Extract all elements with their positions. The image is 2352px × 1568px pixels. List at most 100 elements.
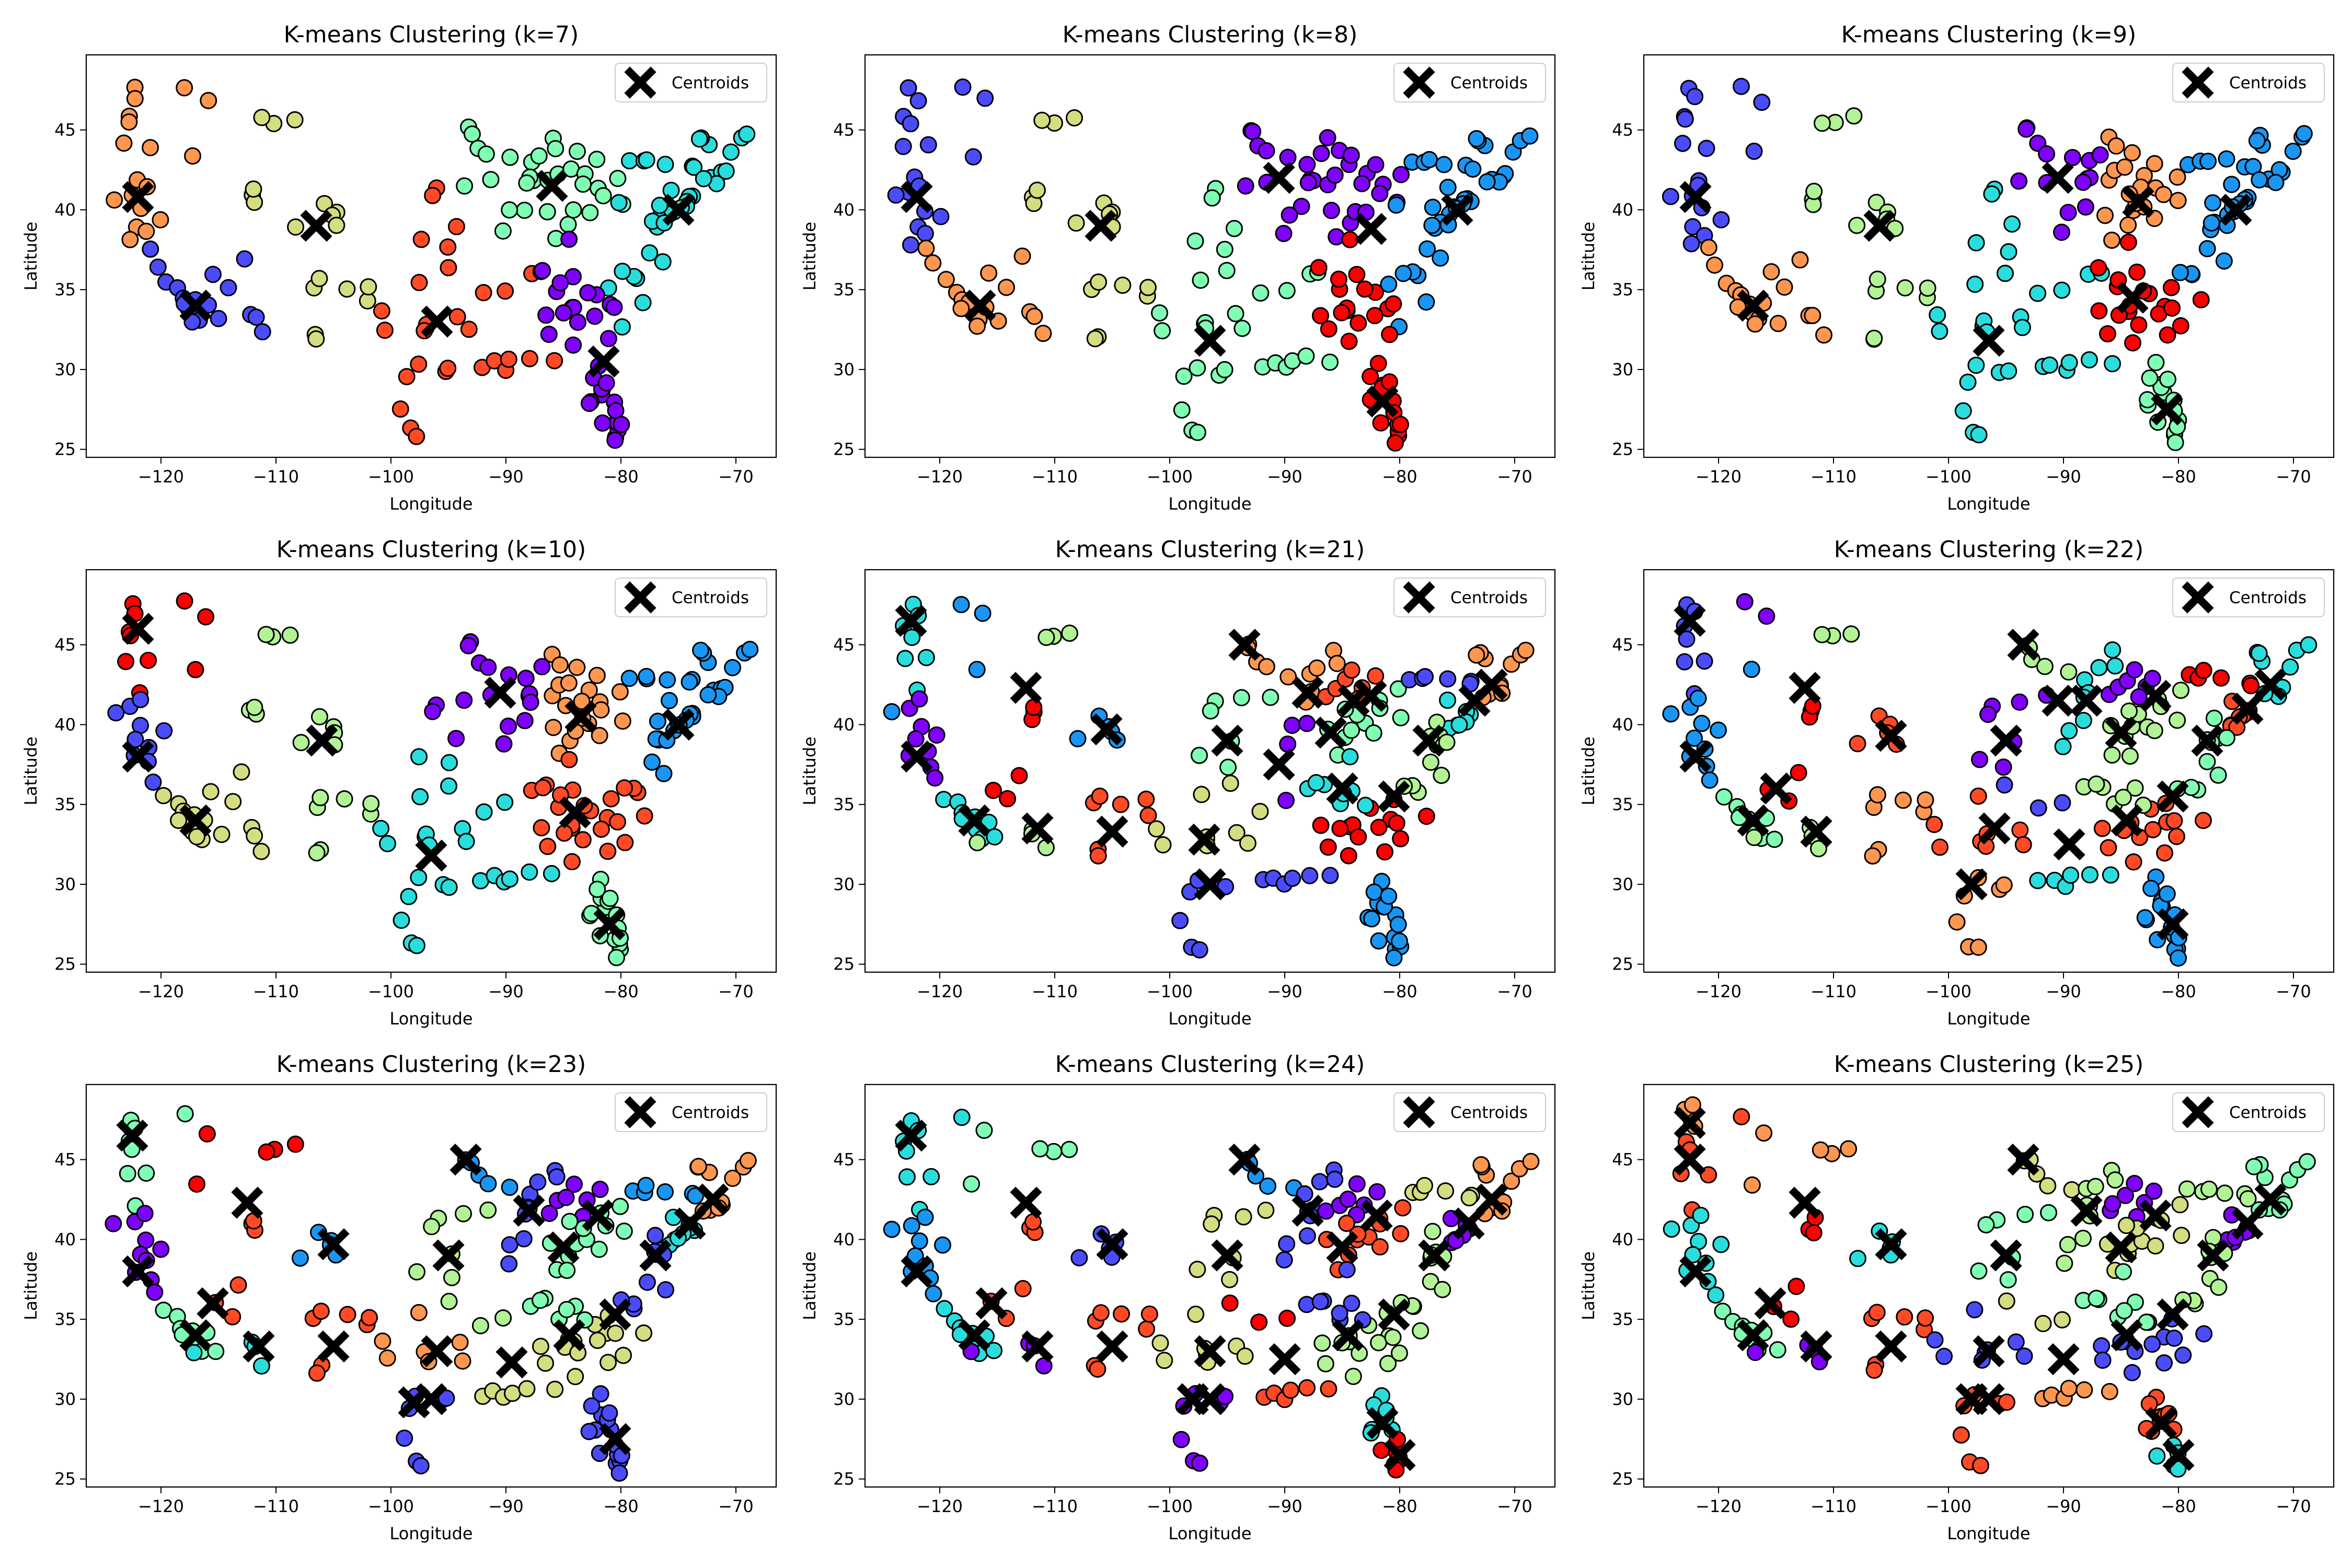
data-point [1151, 304, 1169, 322]
data-point [1684, 1096, 1701, 1114]
data-point [564, 336, 582, 354]
data-point [2223, 176, 2241, 193]
data-point [184, 147, 202, 165]
y-tick-label: 35 [1612, 794, 1633, 814]
x-tick-label: −80 [2161, 1496, 2196, 1516]
data-point [1239, 834, 1256, 852]
data-point [152, 1240, 170, 1258]
centroid-marker [2105, 717, 2137, 749]
data-point [2103, 746, 2121, 764]
centroid-marker [1990, 724, 2022, 757]
data-point [1191, 1454, 1208, 1472]
data-point [1376, 843, 1394, 861]
data-point [1299, 174, 1317, 191]
y-tick-label: 25 [54, 1469, 76, 1489]
x-tick-label: −90 [2046, 982, 2081, 1001]
data-point [1714, 1302, 1732, 1320]
data-point [928, 726, 946, 744]
data-point [588, 666, 606, 684]
centroid-marker [1194, 1383, 1226, 1415]
data-point [1390, 1344, 1408, 1362]
centroid-marker [1332, 1319, 1364, 1352]
legend: Centroids [2172, 578, 2325, 617]
data-point [1372, 414, 1390, 432]
data-point [1869, 270, 1886, 288]
legend: Centroids [1393, 578, 1546, 617]
data-point [2102, 866, 2119, 884]
chart-panel-4: K-means Clustering (k=10) −120 −110 −100 −90… [21, 536, 777, 1029]
data-point [722, 143, 740, 161]
data-point [136, 1205, 154, 1223]
data-point [638, 667, 655, 685]
data-point [537, 306, 555, 324]
data-point [545, 719, 562, 736]
data-point [200, 91, 217, 109]
data-point [932, 207, 950, 225]
data-point [2146, 722, 2163, 740]
data-point [518, 174, 536, 192]
data-point [1193, 786, 1210, 803]
data-point [1971, 751, 1989, 768]
chart-title: K-means Clustering (k=21) [1055, 536, 1365, 563]
x-axis-label: Longitude [389, 1009, 472, 1029]
data-point [2056, 1254, 2073, 1272]
data-point [291, 1249, 309, 1267]
data-point [410, 869, 428, 886]
data-point [2060, 354, 2078, 372]
data-point [1366, 307, 1383, 325]
centroid-marker [1096, 1228, 1128, 1261]
chart-panel-2: K-means Clustering (k=8) −120 −110 −100 −90 −… [800, 21, 1556, 514]
data-point [372, 820, 390, 837]
centroid-marker [901, 181, 933, 213]
data-point [2251, 171, 2268, 189]
data-point [551, 656, 569, 674]
data-point [1091, 787, 1109, 805]
data-point [376, 321, 394, 339]
data-point [1663, 1220, 1680, 1238]
data-point [115, 134, 133, 152]
data-point [1385, 295, 1402, 313]
centroid-marker [2220, 193, 2252, 226]
data-point [1284, 869, 1301, 887]
x-tick-label: −80 [603, 1496, 639, 1516]
data-point [137, 1164, 155, 1182]
data-point [149, 258, 167, 276]
data-point [883, 703, 901, 721]
data-point [1732, 77, 1750, 95]
data-point [2216, 1184, 2234, 1202]
centroid-marker [1292, 1194, 1324, 1227]
data-point [1297, 347, 1315, 365]
data-point [1437, 1182, 1455, 1200]
data-point [518, 1380, 536, 1398]
centroid-marker [2157, 1298, 2189, 1331]
data-point [440, 259, 457, 276]
data-point [1370, 932, 1388, 950]
data-point [568, 659, 586, 676]
x-tick-label: −70 [2276, 1496, 2311, 1516]
data-point [591, 1181, 609, 1198]
data-point [1148, 820, 1166, 838]
data-point [2159, 371, 2177, 388]
centroid-marker [495, 1346, 528, 1379]
data-point [287, 218, 305, 236]
data-point [1805, 182, 1823, 200]
data-point [558, 1261, 576, 1279]
data-point [602, 790, 620, 808]
data-point [501, 201, 518, 219]
data-point [699, 686, 717, 704]
centroid-marker [662, 193, 695, 226]
data-point [1279, 148, 1297, 166]
x-axis-label: Longitude [1168, 1524, 1251, 1543]
data-point [2117, 1217, 2135, 1235]
centroid-marker [2111, 804, 2143, 837]
chart-panel-5: K-means Clustering (k=21) −120 −110 −100 −90… [800, 536, 1556, 1029]
data-point [396, 1429, 413, 1447]
data-point [1278, 1235, 1296, 1253]
data-point [2194, 812, 2212, 829]
centroid-marker [1355, 679, 1387, 712]
data-point [1203, 1215, 1220, 1233]
data-point [656, 155, 674, 173]
data-point [2041, 356, 2059, 374]
data-point [1235, 1208, 1252, 1226]
centroid-marker [2070, 1194, 2103, 1227]
